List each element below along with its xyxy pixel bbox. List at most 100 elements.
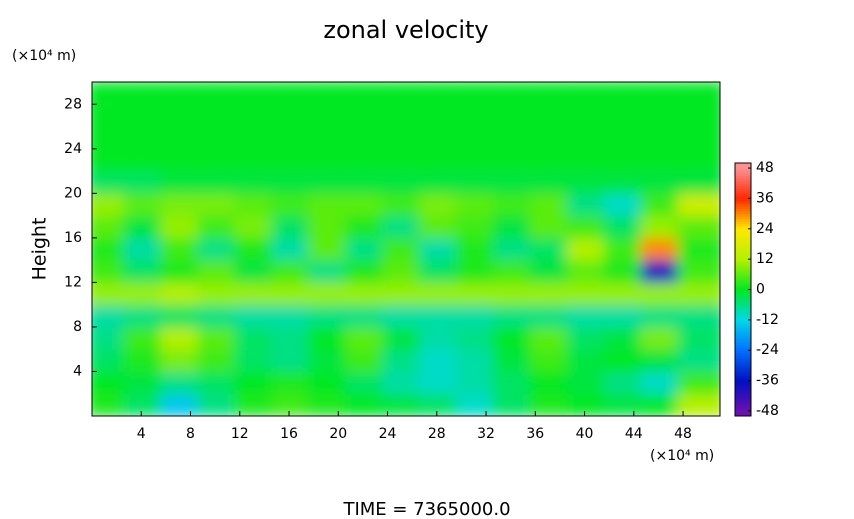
cell [234,215,283,239]
colorbar-segment [735,312,751,316]
colorbar-segment [735,221,751,225]
cell [271,170,320,194]
cell [418,215,467,239]
cell [455,148,504,172]
cell [271,125,320,150]
colorbar-segment [735,193,751,197]
cell [603,125,652,150]
cell [160,370,209,395]
cell [160,215,209,239]
cell [197,370,246,395]
cell [603,192,652,217]
cell [492,82,541,105]
y-tick-label: 24 [64,141,82,157]
cell [234,326,283,350]
cell [271,281,320,306]
cell [381,215,431,239]
colorbar-segment [735,241,751,245]
field [92,82,720,416]
colorbar [735,163,751,417]
colorbar-segment [735,329,751,334]
colorbar-segment [735,390,751,394]
colorbar-segment [735,254,751,258]
cell [455,259,504,283]
cell [455,103,504,128]
cell [566,125,615,150]
cell [455,170,504,194]
cell [271,370,320,395]
cell [160,259,209,283]
cell [308,281,357,306]
colorbar-tick-label: -48 [756,403,779,419]
cell [455,348,504,373]
cell [640,82,689,105]
colorbar-segment [735,304,751,308]
x-unit: (×10⁴ m) [650,448,714,464]
colorbar-segment [735,185,751,189]
cell [308,304,357,328]
cell [640,125,689,150]
cell [603,348,652,373]
cell [677,370,720,395]
colorbar-segment [735,223,751,227]
cell [566,82,615,105]
colorbar-segment [735,218,751,222]
colorbar-segment [735,188,751,192]
cell [308,393,357,416]
cell [308,148,357,172]
cell [455,370,504,395]
cell [492,103,541,128]
y-axis-label: Height [29,218,51,281]
cell [603,326,652,350]
cell [271,304,320,328]
cell [123,304,172,328]
cell [234,103,283,128]
cell [271,259,320,283]
cell [603,215,652,239]
cell [345,304,394,328]
cell [492,237,541,261]
cell [160,125,209,150]
cell [603,304,652,328]
cell [566,170,615,194]
cell [381,148,431,172]
cell [345,281,394,306]
colorbar-segment [735,226,751,230]
chart-title: zonal velocity [323,16,488,44]
colorbar-segment [735,367,751,371]
cell [271,326,320,350]
x-tick-label: 48 [674,426,692,442]
cell [234,192,283,217]
cell [603,259,652,283]
cell [381,393,431,416]
x-tick-label: 16 [280,426,298,442]
cell [529,215,578,239]
colorbar-segment [735,345,751,349]
cell [603,393,652,416]
cell [418,348,467,373]
colorbar-segment [735,163,751,167]
colorbar-segment [735,337,751,341]
cell [308,237,357,261]
cell [381,103,431,128]
cell [566,215,615,239]
cell [418,237,467,261]
colorbar-segment [735,165,751,169]
colorbar-segment [735,347,751,351]
cell [677,192,720,217]
cell [566,237,615,261]
colorbar-segment [735,319,751,323]
cell [492,304,541,328]
cell [197,326,246,350]
cell [234,370,283,395]
cell [381,192,431,217]
cell [455,82,504,105]
cell [345,125,394,150]
colorbar-segment [735,246,751,250]
cell [123,103,172,128]
cell [640,170,689,194]
x-tick-label: 20 [329,426,347,442]
cell [381,304,431,328]
colorbar-segment [735,393,751,397]
